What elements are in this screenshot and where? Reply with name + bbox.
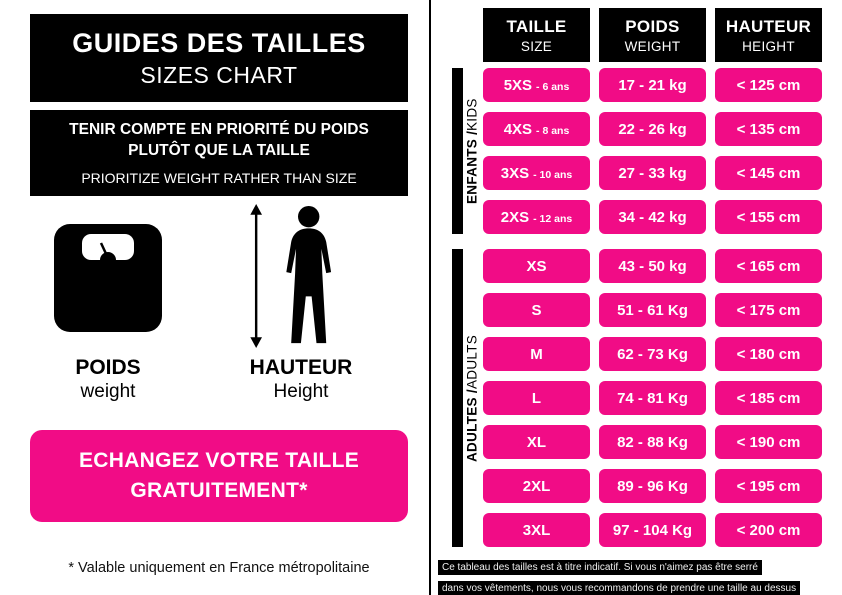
weight-label: POIDS weight	[40, 356, 176, 403]
height-cell: < 175 cm	[715, 293, 822, 327]
kids-group-label-fr: ENFANTS /	[464, 130, 480, 204]
weight-cell: 89 - 96 Kg	[599, 469, 706, 503]
height-cell: < 180 cm	[715, 337, 822, 371]
header-weight-en: WEIGHT	[624, 38, 681, 54]
column-divider	[429, 0, 431, 595]
height-cell: < 200 cm	[715, 513, 822, 547]
height-cell: < 190 cm	[715, 425, 822, 459]
header-size: TAILLE SIZE	[483, 8, 590, 62]
header-weight-fr: POIDS	[625, 16, 680, 36]
weight-cell: 82 - 88 Kg	[599, 425, 706, 459]
size-value: 3XS	[500, 164, 530, 182]
header-height: HAUTEUR HEIGHT	[715, 8, 822, 62]
height-cell: < 155 cm	[715, 200, 822, 234]
weighing-scale-icon	[52, 222, 164, 334]
exchange-offer-line1: ECHANGEZ VOTRE TAILLE	[78, 448, 360, 472]
header-size-fr: TAILLE	[506, 16, 567, 36]
size-value: 5XS	[503, 76, 533, 94]
priority-fr-line1: TENIR COMPTE EN PRIORITÉ DU POIDS	[69, 121, 369, 139]
height-cell: < 125 cm	[715, 68, 822, 102]
weight-cell: 27 - 33 kg	[599, 156, 706, 190]
size-cell: L	[483, 381, 590, 415]
footnote: * Valable uniquement en France métropoli…	[68, 560, 370, 576]
title-box: GUIDES DES TAILLES SIZES CHART	[30, 14, 408, 102]
weight-cell: 74 - 81 Kg	[599, 381, 706, 415]
header-size-en: SIZE	[520, 38, 553, 54]
title-en: SIZES CHART	[140, 61, 298, 88]
weight-cell: 43 - 50 kg	[599, 249, 706, 283]
height-cell: < 195 cm	[715, 469, 822, 503]
age-value: - 12 ans	[533, 212, 573, 225]
priority-fr-line2: PLUTÔT QUE LA TAILLE	[128, 142, 310, 159]
disclaimer-line1: Ce tableau des tailles est à titre indic…	[438, 560, 762, 575]
height-label-fr: HAUTEUR	[249, 356, 353, 379]
weight-cell: 97 - 104 Kg	[599, 513, 706, 547]
size-cell: 4XS - 8 ans	[483, 112, 590, 146]
size-value: 4XS	[503, 120, 533, 138]
height-cell: < 135 cm	[715, 112, 822, 146]
weight-cell: 62 - 73 Kg	[599, 337, 706, 371]
header-weight: POIDS WEIGHT	[599, 8, 706, 62]
adults-group-label: ADULTES / ADULTS	[462, 249, 482, 547]
priority-en: PRIORITIZE WEIGHT RATHER THAN SIZE	[81, 169, 357, 186]
weight-label-en: weight	[80, 381, 136, 402]
disclaimer-line2: dans vos vêtements, nous vous recommando…	[438, 580, 801, 595]
height-cell: < 185 cm	[715, 381, 822, 415]
priority-box: TENIR COMPTE EN PRIORITÉ DU POIDS PLUTÔT…	[30, 110, 408, 196]
size-cell: 3XL	[483, 513, 590, 547]
age-value: - 6 ans	[536, 80, 570, 93]
height-cell: < 145 cm	[715, 156, 822, 190]
age-value: - 10 ans	[533, 168, 573, 181]
size-cell: XL	[483, 425, 590, 459]
size-cell: M	[483, 337, 590, 371]
kids-rows: 5XS - 6 ans 17 - 21 kg < 125 cm 4XS - 8 an…	[483, 68, 822, 234]
adults-group-bar	[452, 249, 463, 547]
weight-cell: 34 - 42 kg	[599, 200, 706, 234]
weight-cell: 51 - 61 Kg	[599, 293, 706, 327]
age-value: - 8 ans	[536, 124, 570, 137]
title-fr: GUIDES DES TAILLES	[72, 27, 366, 58]
height-double-arrow-icon	[250, 204, 262, 348]
weight-cell: 17 - 21 kg	[599, 68, 706, 102]
exchange-offer-line2: GRATUITEMENT*	[130, 479, 308, 502]
size-cell: XS	[483, 249, 590, 283]
kids-group-label: ENFANTS / KIDS	[462, 68, 482, 234]
height-cell: < 165 cm	[715, 249, 822, 283]
size-cell: 2XS - 12 ans	[483, 200, 590, 234]
kids-group-bar	[452, 68, 463, 234]
size-cell: 2XL	[483, 469, 590, 503]
table-header-row: TAILLE SIZE POIDS WEIGHT HAUTEUR HEIGHT	[483, 8, 822, 62]
exchange-offer-button[interactable]: ECHANGEZ VOTRE TAILLE GRATUITEMENT*	[30, 430, 408, 522]
weight-cell: 22 - 26 kg	[599, 112, 706, 146]
size-cell: 3XS - 10 ans	[483, 156, 590, 190]
header-height-fr: HAUTEUR	[725, 16, 812, 36]
person-silhouette-icon	[243, 204, 353, 348]
adults-group-label-en: ADULTS	[464, 334, 480, 389]
size-cell: S	[483, 293, 590, 327]
header-height-en: HEIGHT	[742, 38, 795, 54]
height-label: HAUTEUR Height	[226, 356, 376, 403]
kids-group-label-en: KIDS	[464, 98, 480, 131]
disclaimer: Ce tableau des tailles est à titre indic…	[438, 556, 840, 595]
adults-group-label-fr: ADULTES /	[464, 388, 480, 462]
height-label-en: Height	[273, 381, 329, 402]
size-value: 2XS	[500, 208, 530, 226]
weight-label-fr: POIDS	[75, 356, 141, 379]
size-cell: 5XS - 6 ans	[483, 68, 590, 102]
adults-rows: XS 43 - 50 kg < 165 cm S 51 - 61 Kg < 17…	[483, 249, 822, 547]
